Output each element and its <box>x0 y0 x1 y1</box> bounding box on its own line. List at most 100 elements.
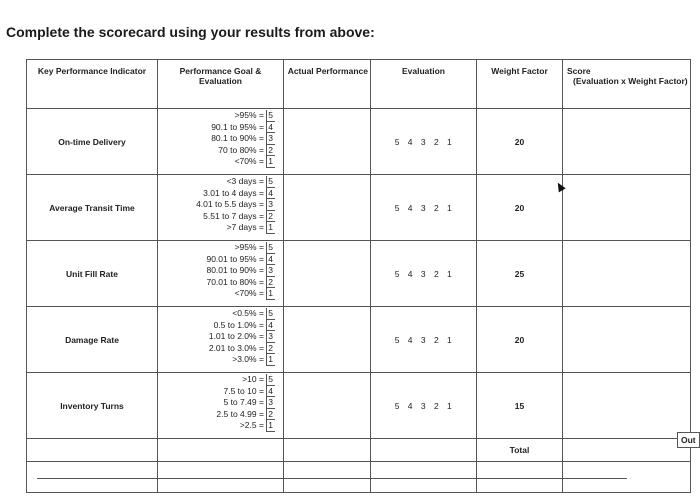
evaluation-options[interactable]: 5 4 3 2 1 <box>370 240 477 307</box>
blank-6 <box>562 461 691 493</box>
goal-value: 1 <box>266 420 275 432</box>
goal-value: 1 <box>266 288 275 300</box>
score-cell[interactable] <box>562 372 691 439</box>
actual-performance-cell[interactable] <box>283 108 371 175</box>
goal-line: 90.01 to 95% = 4 <box>206 253 275 265</box>
goal-range: <0.5% <box>232 308 257 318</box>
goal-value: 5 <box>266 176 275 188</box>
goal-value: 3 <box>266 331 275 343</box>
goal-cell: >95% = 5 90.1 to 95% = 4 80.1 to 90% = 3 70… <box>157 108 284 175</box>
goal-range: 70.01 to 80% <box>206 276 257 287</box>
goal-line: 7.5 to 10 = 4 <box>223 385 275 397</box>
blank-row <box>26 461 691 493</box>
total-row: Total <box>26 438 691 462</box>
goal-range: <70% <box>234 288 257 298</box>
goal-line: >10 = 5 <box>242 374 275 386</box>
kpi-name: Inventory Turns <box>26 372 158 439</box>
blank-4 <box>370 461 477 493</box>
evaluation-options[interactable]: 5 4 3 2 1 <box>370 174 477 241</box>
header-goal-line1: Performance Goal & <box>179 66 262 76</box>
goal-range: 80.1 to 90% <box>211 133 257 143</box>
score-cell[interactable] <box>562 108 691 175</box>
goal-range: 2.5 to 4.99 <box>216 408 257 419</box>
total-score-cell[interactable] <box>562 438 691 462</box>
blank-1 <box>26 461 158 493</box>
weight-factor: 20 <box>476 306 563 373</box>
header-score-line1: Score <box>567 66 591 76</box>
header-score: Score (Evaluation x Weight Factor) <box>562 59 691 109</box>
goal-line: >7 days = 1 <box>226 222 275 234</box>
goal-range: >7 days <box>226 222 257 232</box>
actual-performance-cell[interactable] <box>283 306 371 373</box>
goal-range: 80.01 to 90% <box>206 265 257 275</box>
goal-value: 5 <box>266 374 275 386</box>
header-weight: Weight Factor <box>476 59 563 109</box>
goal-value: 4 <box>266 319 275 331</box>
goal-value: 2 <box>266 276 275 288</box>
goal-value: 2 <box>266 342 275 354</box>
goal-line: >95% = 5 <box>234 242 275 254</box>
goal-line: 70.01 to 80% = 2 <box>206 276 275 288</box>
goal-value: 5 <box>266 242 275 254</box>
evaluation-options[interactable]: 5 4 3 2 1 <box>370 108 477 175</box>
goal-line: 0.5 to 1.0% = 4 <box>213 319 275 331</box>
goal-value: 3 <box>266 199 275 211</box>
goal-value: 2 <box>266 408 275 420</box>
header-actual: Actual Performance <box>283 59 371 109</box>
goal-value: 4 <box>266 253 275 265</box>
total-label: Total <box>476 438 563 462</box>
goal-range: 7.5 to 10 <box>223 385 257 396</box>
goal-line: 2.5 to 4.99 = 2 <box>216 408 275 420</box>
actual-performance-cell[interactable] <box>283 174 371 241</box>
page-title: Complete the scorecard using your result… <box>6 24 375 40</box>
header-score-line2: (Evaluation x Weight Factor) <box>573 76 688 86</box>
total-blank-3 <box>283 438 371 462</box>
goal-line: 4.01 to 5.5 days = 3 <box>196 199 275 211</box>
blank-5 <box>476 461 563 493</box>
goal-line: <3 days = 5 <box>226 176 275 188</box>
blank-2 <box>157 461 284 493</box>
overflow-label: Out <box>677 432 700 448</box>
kpi-name: On-time Delivery <box>26 108 158 175</box>
goal-line: 5 to 7.49 = 3 <box>223 397 275 409</box>
actual-performance-cell[interactable] <box>283 240 371 307</box>
goal-line: >3.0% = 1 <box>232 354 275 366</box>
blank-3 <box>283 461 371 493</box>
goal-range: <3 days <box>226 176 257 186</box>
header-row: Key Performance Indicator Performance Go… <box>26 59 691 109</box>
goal-value: 5 <box>266 308 275 320</box>
goal-value: 1 <box>266 222 275 234</box>
total-blank-4 <box>370 438 477 462</box>
kpi-name: Average Transit Time <box>26 174 158 241</box>
goal-line: 70 to 80% = 2 <box>218 144 275 156</box>
evaluation-options[interactable]: 5 4 3 2 1 <box>370 372 477 439</box>
evaluation-options[interactable]: 5 4 3 2 1 <box>370 306 477 373</box>
weight-factor: 25 <box>476 240 563 307</box>
goal-value: 1 <box>266 156 275 168</box>
goal-range: >2.5 <box>239 420 257 430</box>
goal-value: 2 <box>266 210 275 222</box>
goal-range: 3.01 to 4 days <box>203 187 257 198</box>
score-cell[interactable] <box>562 306 691 373</box>
goal-value: 2 <box>266 144 275 156</box>
header-goal: Performance Goal & Evaluation <box>157 59 284 109</box>
goal-range: >3.0% <box>232 354 257 364</box>
score-cell[interactable] <box>562 240 691 307</box>
goal-value: 3 <box>266 133 275 145</box>
header-kpi: Key Performance Indicator <box>26 59 158 109</box>
actual-performance-cell[interactable] <box>283 372 371 439</box>
goal-range: 90.01 to 95% <box>206 253 257 264</box>
goal-line: 1.01 to 2.0% = 3 <box>208 331 275 343</box>
score-cell[interactable] <box>562 174 691 241</box>
goal-range: 90.1 to 95% <box>211 121 257 132</box>
goal-range: 0.5 to 1.0% <box>213 319 257 330</box>
goal-cell: <3 days = 5 3.01 to 4 days = 4 4.01 to 5.5… <box>157 174 284 241</box>
scorecard-table: Key Performance Indicator Performance Go… <box>26 59 691 493</box>
goal-line: 90.1 to 95% = 4 <box>211 121 275 133</box>
goal-line: 80.1 to 90% = 3 <box>211 133 275 145</box>
total-blank-1 <box>26 438 158 462</box>
kpi-name: Damage Rate <box>26 306 158 373</box>
